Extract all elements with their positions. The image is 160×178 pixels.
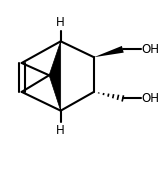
Text: H: H	[56, 124, 65, 137]
Polygon shape	[49, 41, 61, 111]
Polygon shape	[94, 46, 124, 57]
Text: OH: OH	[142, 92, 160, 105]
Text: OH: OH	[142, 43, 160, 56]
Text: H: H	[56, 16, 65, 29]
